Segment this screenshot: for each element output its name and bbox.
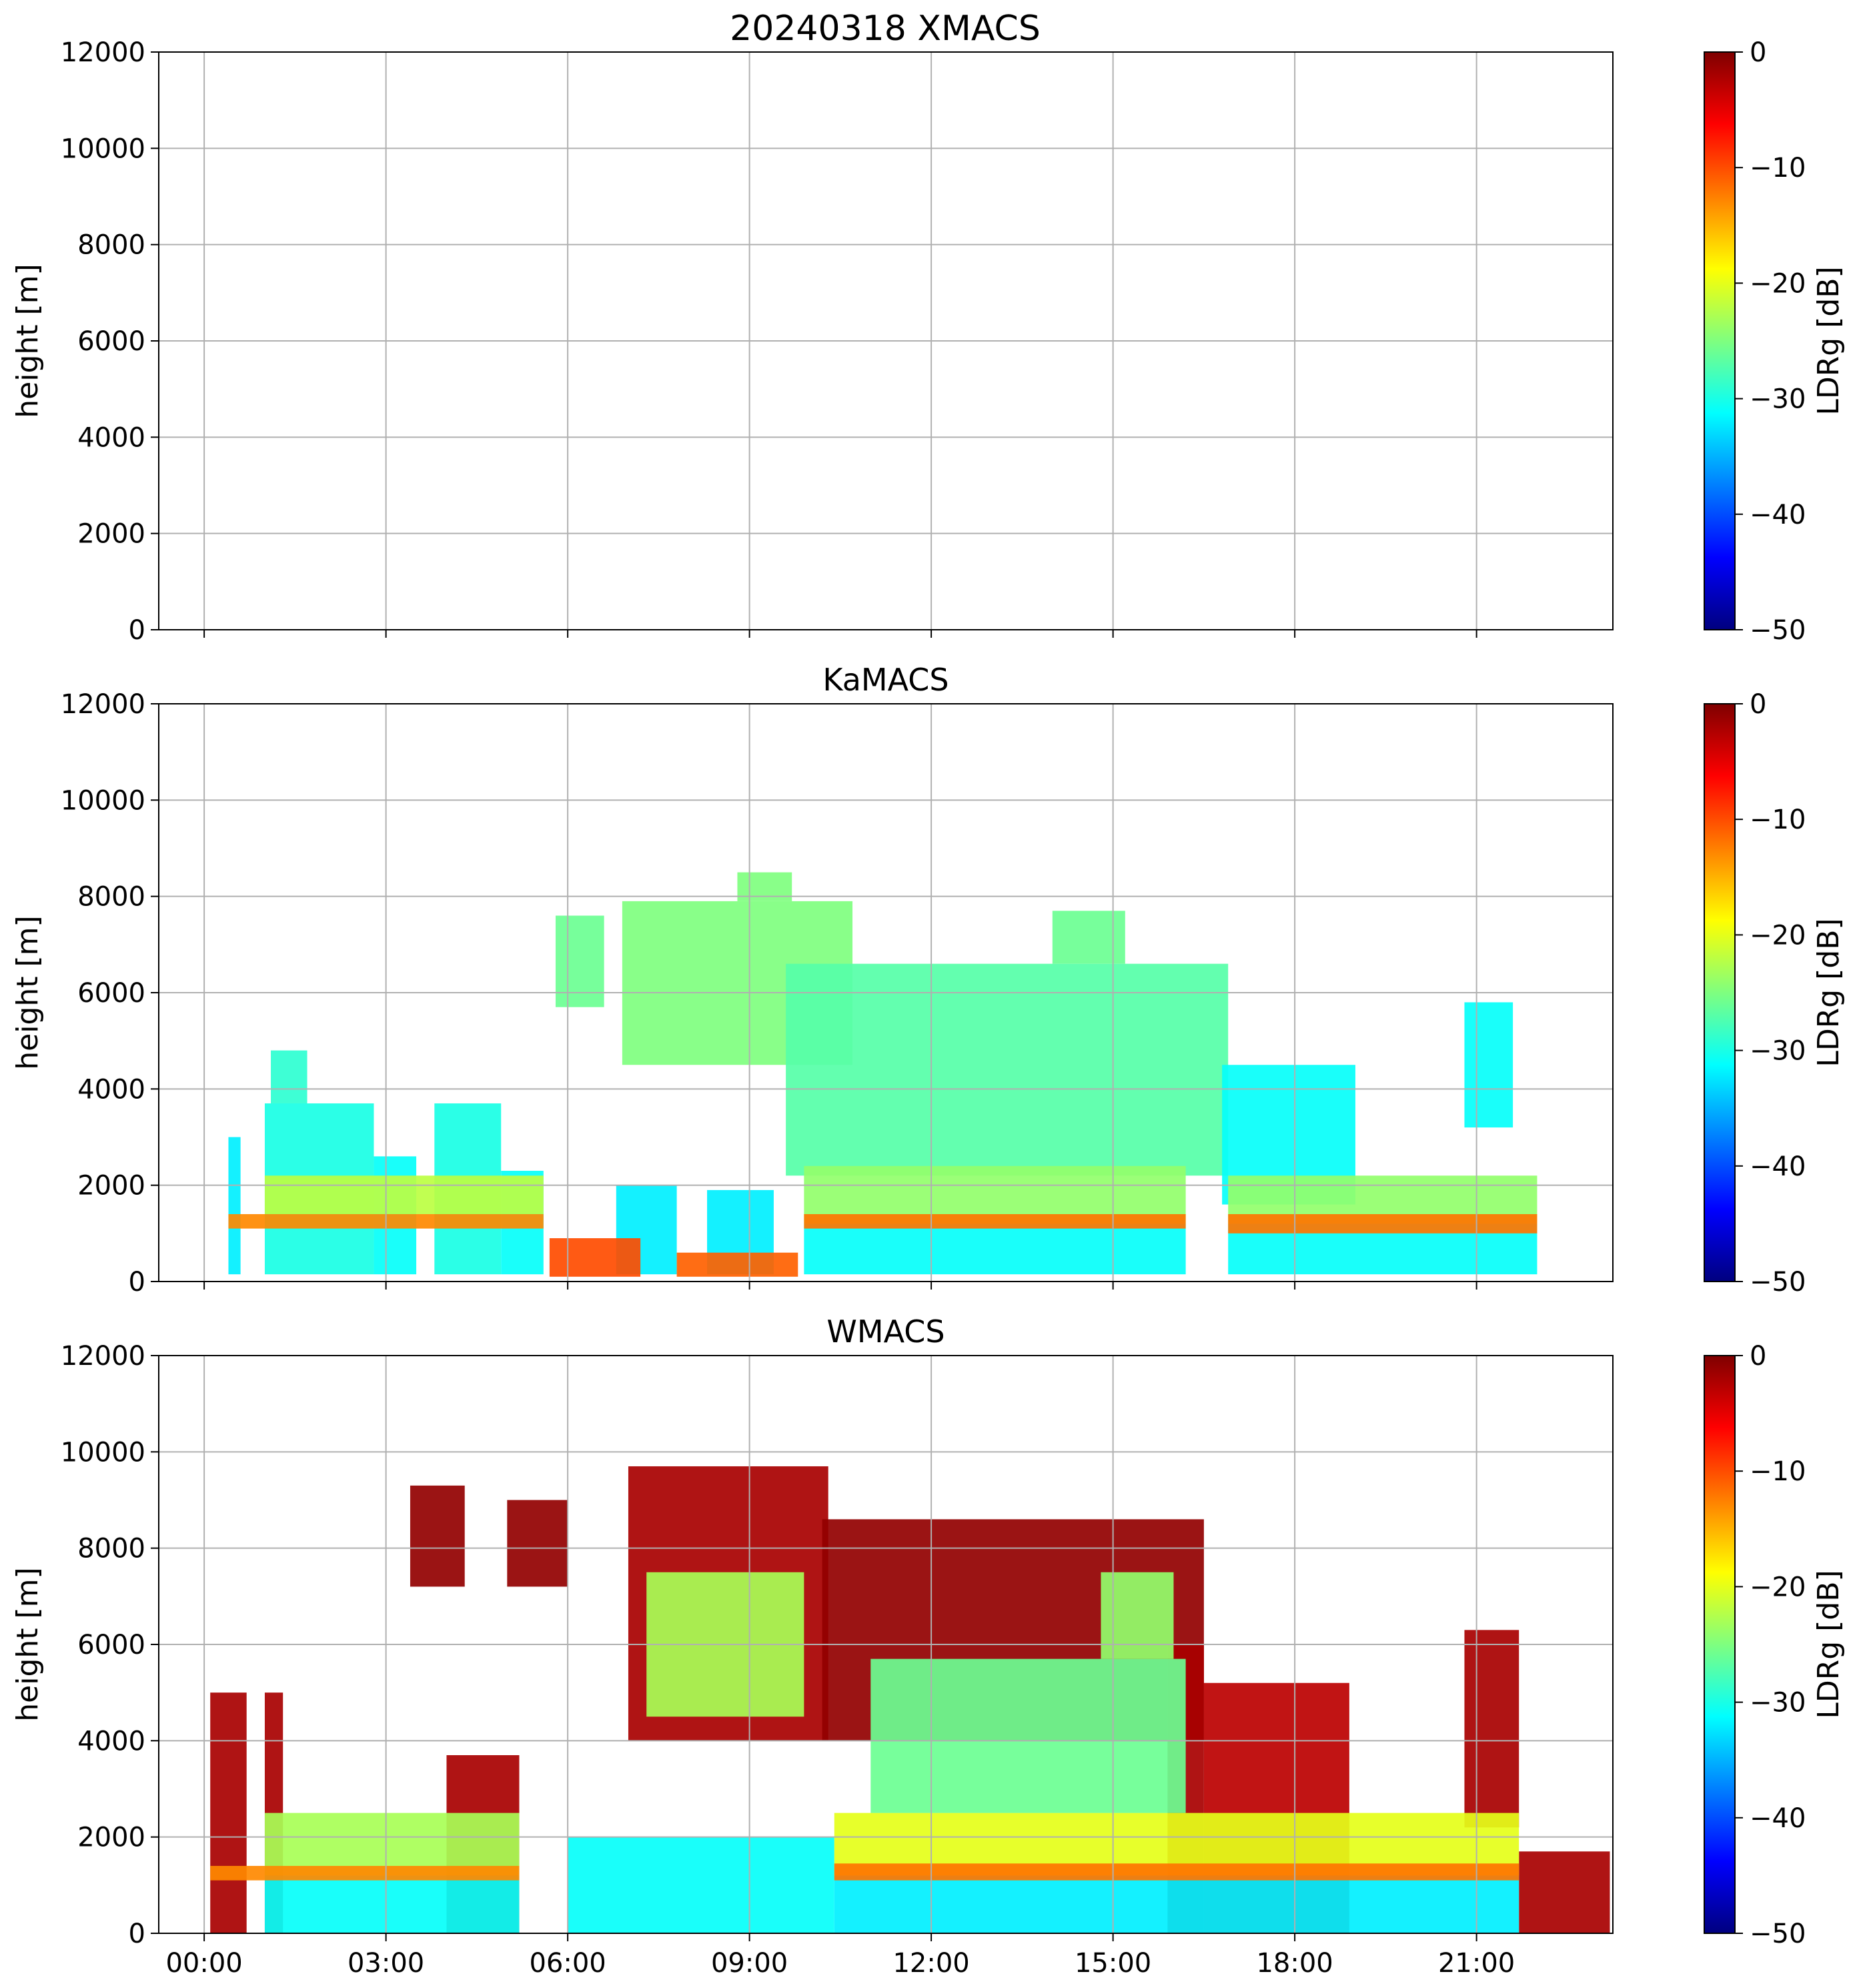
y-tick-label: 10000 <box>61 785 145 816</box>
data-region <box>264 1813 520 1876</box>
data-region <box>676 1252 798 1277</box>
colorbar-tick-label: −50 <box>1750 1919 1806 1949</box>
y-tick-label: 12000 <box>61 37 145 68</box>
colorbar-tick-label: 0 <box>1750 689 1766 720</box>
panel-title: WMACS <box>826 1314 945 1350</box>
y-tick-label: 8000 <box>77 230 145 261</box>
colorbar-tick-label: −30 <box>1750 1688 1806 1718</box>
data-region <box>264 1875 520 1933</box>
panel-kamacs: KaMACS 0 2000 4000 6000 8000 10000 12000 height … <box>11 662 1846 1298</box>
y-tick-label: 2000 <box>77 1823 145 1853</box>
colorbar-tick-label: −50 <box>1750 1267 1806 1298</box>
y-tick-label: 4000 <box>77 422 145 453</box>
colorbar-label: LDRg [dB] <box>1812 266 1846 415</box>
colorbar-tick-label: −30 <box>1750 384 1806 415</box>
colorbar-tick-label: −10 <box>1750 153 1806 183</box>
data-region <box>834 1875 1519 1933</box>
colorbar-tick-label: −30 <box>1750 1036 1806 1067</box>
colorbar-scale <box>1704 1355 1736 1934</box>
data-region <box>507 1500 568 1587</box>
figure-title: 20240318 XMACS <box>730 9 1041 49</box>
y-tick-label: 8000 <box>77 1534 145 1564</box>
y-tick-label: 12000 <box>61 689 145 720</box>
data-region <box>228 1137 241 1275</box>
colorbar: −50 −40 −30 −20 −10 0 LDRg [dB] <box>1704 37 1846 646</box>
x-tick-label: 15:00 <box>1075 1948 1151 1979</box>
plot-frame <box>158 703 1614 1282</box>
y-tick-label: 0 <box>129 1267 145 1298</box>
y-tick-label: 10000 <box>61 1437 145 1468</box>
y-tick-label: 6000 <box>77 326 145 357</box>
plot-frame <box>158 51 1614 630</box>
x-tick-label: 18:00 <box>1256 1948 1333 1979</box>
colorbar: −50 −40 −30 −20 −10 0 LDRg [dB] <box>1704 1341 1846 1949</box>
colorbar-tick-label: 0 <box>1750 37 1766 68</box>
y-tick-label: 10000 <box>61 133 145 164</box>
colorbar-tick-label: −20 <box>1750 920 1806 951</box>
colorbar: −50 −40 −30 −20 −10 0 LDRg [dB] <box>1704 689 1846 1298</box>
y-tick-label: 0 <box>129 1919 145 1949</box>
colorbar-tick-label: −20 <box>1750 1572 1806 1602</box>
data-region <box>1228 1213 1537 1233</box>
data-region <box>210 1865 520 1881</box>
y-tick-label: 4000 <box>77 1074 145 1105</box>
data-layer <box>210 1466 1610 1933</box>
data-layer <box>228 872 1537 1277</box>
colorbar-tick-label: −40 <box>1750 1803 1806 1834</box>
data-region <box>1101 1572 1174 1659</box>
y-tick-label: 12000 <box>61 1341 145 1372</box>
y-tick-label: 2000 <box>77 519 145 550</box>
x-tick-label: 06:00 <box>529 1948 606 1979</box>
x-tick-label: 00:00 <box>165 1948 242 1979</box>
y-tick-label: 6000 <box>77 1630 145 1660</box>
colorbar-tick-label: −10 <box>1750 1456 1806 1487</box>
colorbar-scale <box>1704 703 1736 1282</box>
data-region <box>804 1213 1186 1229</box>
data-region <box>210 1692 247 1933</box>
y-tick-label: 0 <box>129 615 145 646</box>
data-region <box>804 1223 1186 1275</box>
y-axis-label: height [m] <box>11 915 45 1069</box>
panel-title: KaMACS <box>822 662 949 698</box>
data-region <box>410 1485 465 1587</box>
x-tick-label: 21:00 <box>1438 1948 1515 1979</box>
colorbar-tick-label: −50 <box>1750 615 1806 646</box>
x-tick-label: 03:00 <box>348 1948 424 1979</box>
colorbar-scale <box>1704 51 1736 630</box>
plot-frame <box>158 1355 1614 1934</box>
y-tick-label: 2000 <box>77 1171 145 1201</box>
data-region <box>1464 1002 1513 1128</box>
data-region <box>834 1863 1519 1881</box>
y-tick-label: 8000 <box>77 882 145 913</box>
y-tick-label: 4000 <box>77 1726 145 1757</box>
data-region <box>786 963 1229 1176</box>
colorbar-tick-label: −40 <box>1750 500 1806 530</box>
colorbar-tick-label: −20 <box>1750 268 1806 299</box>
data-region <box>1464 1630 1519 1828</box>
data-region <box>1052 911 1125 964</box>
colorbar-label: LDRg [dB] <box>1812 1570 1846 1718</box>
data-region <box>1519 1851 1610 1933</box>
y-axis-label: height [m] <box>11 264 45 418</box>
panel-wmacs: WMACS 0 2000 4000 6000 8000 10000 12000 height [… <box>11 1314 1846 1979</box>
data-region <box>555 915 604 1007</box>
data-region <box>264 1175 544 1214</box>
panels: 0 2000 4000 6000 8000 10000 12000 height [m] −50… <box>11 37 1846 1979</box>
panel-xmacs: 0 2000 4000 6000 8000 10000 12000 height [m] −50… <box>11 37 1846 646</box>
data-region <box>271 1050 307 1103</box>
data-region <box>870 1658 1186 1813</box>
x-tick-label: 12:00 <box>892 1948 969 1979</box>
y-axis-label: height [m] <box>11 1567 45 1721</box>
data-region <box>549 1238 641 1277</box>
colorbar-label: LDRg [dB] <box>1812 918 1846 1067</box>
x-tick-label: 09:00 <box>711 1948 788 1979</box>
colorbar-tick-label: −10 <box>1750 805 1806 835</box>
colorbar-tick-label: −40 <box>1750 1151 1806 1182</box>
data-region <box>568 1837 834 1933</box>
y-tick-label: 6000 <box>77 978 145 1009</box>
colorbar-tick-label: 0 <box>1750 1341 1766 1372</box>
